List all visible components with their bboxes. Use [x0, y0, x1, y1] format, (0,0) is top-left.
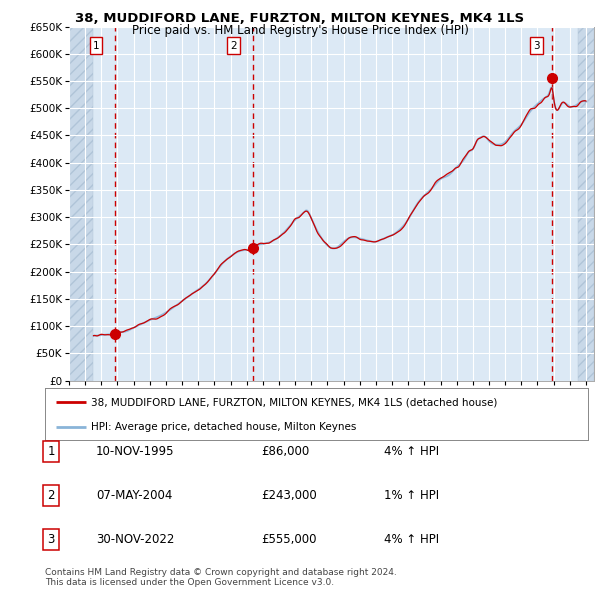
Text: 3: 3 [533, 41, 539, 51]
Text: HPI: Average price, detached house, Milton Keynes: HPI: Average price, detached house, Milt… [91, 422, 356, 431]
Text: 30-NOV-2022: 30-NOV-2022 [96, 533, 175, 546]
Text: £86,000: £86,000 [261, 445, 309, 458]
Text: 1: 1 [92, 41, 99, 51]
Text: 1: 1 [47, 445, 55, 458]
Text: 38, MUDDIFORD LANE, FURZTON, MILTON KEYNES, MK4 1LS (detached house): 38, MUDDIFORD LANE, FURZTON, MILTON KEYN… [91, 397, 497, 407]
Text: £555,000: £555,000 [261, 533, 317, 546]
Text: 2: 2 [47, 489, 55, 502]
Text: 3: 3 [47, 533, 55, 546]
Bar [578, 27, 594, 381]
Text: 10-NOV-1995: 10-NOV-1995 [96, 445, 175, 458]
Text: Contains HM Land Registry data © Crown copyright and database right 2024.
This d: Contains HM Land Registry data © Crown c… [45, 568, 397, 587]
Text: 2: 2 [230, 41, 236, 51]
Text: 4% ↑ HPI: 4% ↑ HPI [384, 533, 439, 546]
Bar [69, 27, 93, 381]
Text: 1% ↑ HPI: 1% ↑ HPI [384, 489, 439, 502]
Text: 4% ↑ HPI: 4% ↑ HPI [384, 445, 439, 458]
Text: 38, MUDDIFORD LANE, FURZTON, MILTON KEYNES, MK4 1LS: 38, MUDDIFORD LANE, FURZTON, MILTON KEYN… [76, 12, 524, 25]
Text: Price paid vs. HM Land Registry's House Price Index (HPI): Price paid vs. HM Land Registry's House … [131, 24, 469, 37]
Text: 07-MAY-2004: 07-MAY-2004 [96, 489, 172, 502]
Text: £243,000: £243,000 [261, 489, 317, 502]
